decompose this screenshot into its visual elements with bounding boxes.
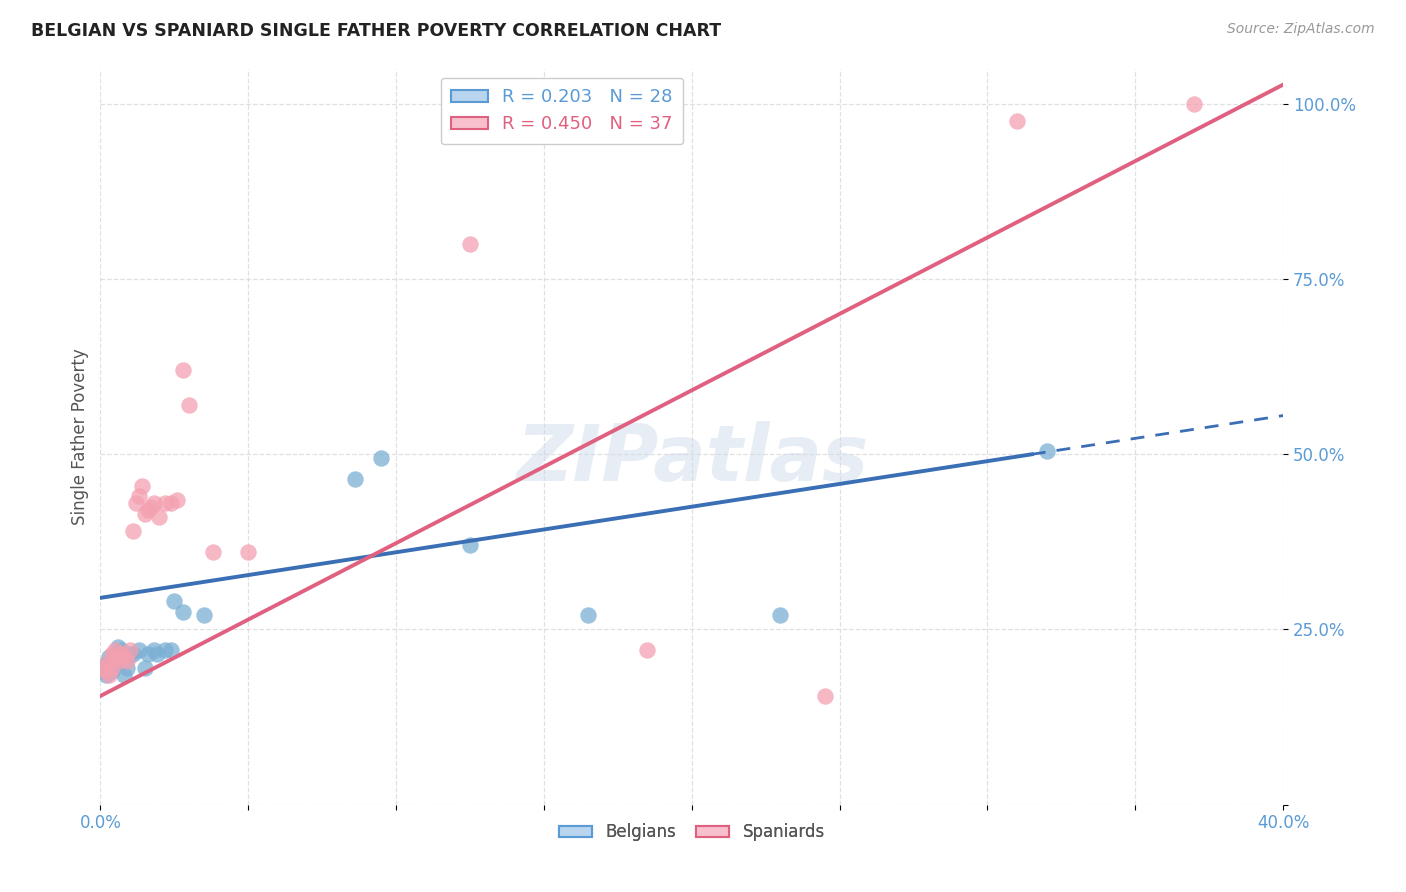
Point: [136, 503, 159, 517]
Point: [128, 643, 150, 657]
Point: [636, 643, 658, 657]
Point: [148, 510, 170, 524]
Point: [101, 661, 124, 675]
Point: [91, 665, 114, 679]
Point: [110, 643, 132, 657]
Point: [1184, 96, 1206, 111]
Point: [91, 661, 114, 675]
Point: [98, 661, 121, 675]
Point: [201, 545, 224, 559]
Y-axis label: Single Father Poverty: Single Father Poverty: [72, 348, 89, 525]
Point: [104, 650, 127, 665]
Point: [142, 496, 165, 510]
Point: [128, 489, 150, 503]
Point: [1005, 114, 1028, 128]
Point: [107, 654, 129, 668]
Point: [91, 661, 114, 675]
Point: [107, 640, 129, 654]
Point: [107, 654, 129, 668]
Point: [112, 668, 135, 682]
Point: [104, 647, 127, 661]
Point: [155, 643, 177, 657]
Point: [110, 647, 132, 661]
Point: [166, 492, 188, 507]
Point: [98, 650, 121, 665]
Point: [112, 650, 135, 665]
Point: [163, 594, 186, 608]
Point: [238, 545, 260, 559]
Point: [98, 668, 121, 682]
Point: [101, 665, 124, 679]
Point: [1035, 443, 1057, 458]
Point: [125, 496, 148, 510]
Point: [101, 647, 124, 661]
Point: [131, 478, 153, 492]
Point: [115, 661, 138, 675]
Point: [118, 643, 141, 657]
Point: [122, 647, 145, 661]
Legend: Belgians, Spaniards: Belgians, Spaniards: [553, 816, 831, 848]
Text: Source: ZipAtlas.com: Source: ZipAtlas.com: [1227, 22, 1375, 37]
Point: [134, 661, 156, 675]
Point: [104, 650, 127, 665]
Text: BELGIAN VS SPANIARD SINGLE FATHER POVERTY CORRELATION CHART: BELGIAN VS SPANIARD SINGLE FATHER POVERT…: [31, 22, 721, 40]
Point: [145, 647, 167, 661]
Point: [814, 689, 837, 703]
Text: ZIPatlas: ZIPatlas: [516, 421, 868, 497]
Point: [122, 524, 145, 539]
Point: [769, 608, 792, 623]
Point: [115, 654, 138, 668]
Point: [96, 657, 118, 672]
Point: [104, 643, 127, 657]
Point: [343, 472, 366, 486]
Point: [96, 657, 118, 672]
Point: [142, 643, 165, 657]
Point: [458, 236, 481, 251]
Point: [370, 450, 392, 465]
Point: [172, 363, 194, 377]
Point: [458, 538, 481, 552]
Point: [96, 668, 118, 682]
Point: [96, 665, 118, 679]
Point: [177, 398, 200, 412]
Point: [576, 608, 599, 623]
Point: [118, 647, 141, 661]
Point: [134, 507, 156, 521]
Point: [155, 496, 177, 510]
Point: [160, 496, 183, 510]
Point: [139, 500, 162, 514]
Point: [160, 643, 183, 657]
Point: [193, 608, 215, 623]
Point: [136, 647, 159, 661]
Point: [172, 605, 194, 619]
